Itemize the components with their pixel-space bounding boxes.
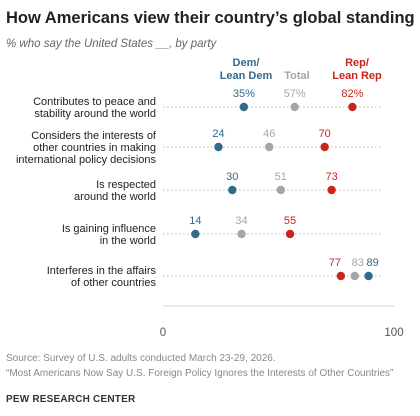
total-dot <box>350 271 359 281</box>
dem-value-label: 89 <box>366 257 378 269</box>
dem-value-label: 35% <box>233 88 255 100</box>
total-dot <box>265 142 274 152</box>
dem-value-label: 14 <box>189 215 201 227</box>
total-value-label: 57% <box>284 88 306 100</box>
category-label: Is gaining influence <box>62 223 156 235</box>
total-dot <box>276 185 286 195</box>
dem-value-label: 24 <box>212 128 224 140</box>
legend-dem: Dem/ Lean Dem <box>208 57 284 83</box>
rep-dot <box>348 102 357 112</box>
total-dot <box>237 229 246 239</box>
dem-dot <box>228 185 237 195</box>
x-tick-label: 0 <box>160 327 166 339</box>
dem-dot <box>214 142 223 152</box>
legend-rep-line2: Lean Rep <box>332 70 382 82</box>
legend-rep-line1: Rep/ <box>345 57 369 69</box>
category-label: Contributes to peace and <box>33 96 156 108</box>
legend-total: Total <box>277 70 317 83</box>
chart-subtitle: % who say the United States __, by party <box>6 38 217 50</box>
legend-dem-line2: Lean Dem <box>219 70 273 82</box>
rep-dot <box>285 229 295 239</box>
category-label: in the world <box>100 235 156 247</box>
dem-value-label: 30 <box>226 171 238 183</box>
dem-dot <box>364 271 373 281</box>
category-label: stability around the world <box>34 108 156 120</box>
category-label: Interferes in the affairs <box>47 265 157 277</box>
rep-value-label: 55 <box>284 215 296 227</box>
rep-dot <box>336 271 346 281</box>
total-value-label: 51 <box>275 171 287 183</box>
total-dot <box>290 102 299 112</box>
chart-title: How Americans view their country’s globa… <box>6 9 415 27</box>
dem-dot <box>239 102 249 112</box>
dem-dot <box>191 229 200 239</box>
category-label: of other countries <box>71 277 156 289</box>
legend-dem-line1: Dem/ <box>232 57 260 69</box>
total-value-label: 83 <box>352 257 364 269</box>
total-value-label: 34 <box>235 215 247 227</box>
x-tick-label: 100 <box>384 327 403 339</box>
rep-value-label: 77 <box>329 257 341 269</box>
rep-value-label: 73 <box>326 171 338 183</box>
category-label: around the world <box>74 191 156 203</box>
total-value-label: 46 <box>263 128 275 140</box>
category-label: international policy decisions <box>16 154 157 166</box>
rep-dot <box>327 185 336 195</box>
rep-value-label: 82% <box>341 88 363 100</box>
rep-value-label: 70 <box>319 128 331 140</box>
legend-rep: Rep/ Lean Rep <box>319 57 395 83</box>
rep-dot <box>320 142 329 152</box>
category-label: other countries in making <box>33 142 156 154</box>
organization-name: PEW RESEARCH CENTER <box>6 394 136 405</box>
report-title: “Most Americans Now Say U.S. Foreign Pol… <box>6 368 394 379</box>
category-label: Considers the interests of <box>31 130 157 142</box>
source-note: Source: Survey of U.S. adults conducted … <box>6 353 276 364</box>
category-label: Is respected <box>96 179 156 191</box>
legend-total-label: Total <box>284 70 310 82</box>
